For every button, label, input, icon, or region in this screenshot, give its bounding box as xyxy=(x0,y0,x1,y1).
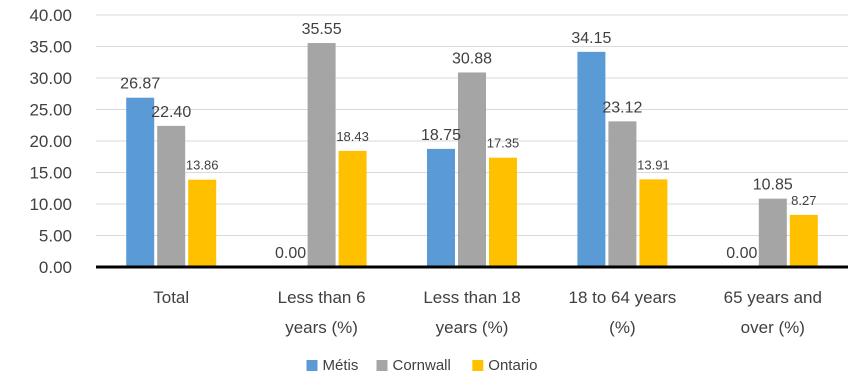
legend-swatch xyxy=(472,360,484,371)
bar-cornwall xyxy=(157,125,186,267)
x-tick-label: Less than 6 xyxy=(278,288,366,307)
legend-label: Ontario xyxy=(488,357,537,374)
bar-ontario xyxy=(338,150,367,267)
y-tick-label: 30.00 xyxy=(29,69,72,88)
y-tick-label: 20.00 xyxy=(29,132,72,151)
y-tick-label: 5.00 xyxy=(39,227,72,246)
bar-mtis xyxy=(427,148,455,267)
y-tick-label: 40.00 xyxy=(29,6,72,25)
data-label: 13.91 xyxy=(637,157,670,172)
data-labels: 26.87 22.40 13.86 0.00 35.55 18.43 18.75 30.88 1… xyxy=(120,21,816,262)
bar-cornwall xyxy=(608,121,637,268)
x-tick-label: 18 to 64 years xyxy=(569,288,677,307)
legend-swatch xyxy=(376,360,388,371)
data-label: 22.40 xyxy=(151,104,191,121)
category-labels: Total Less than 6 years (%) Less than 18 yea… xyxy=(153,288,822,337)
legend-label: Métis xyxy=(323,357,359,374)
data-label: 35.55 xyxy=(302,21,342,38)
bar-ontario xyxy=(789,214,818,267)
data-label: 34.15 xyxy=(571,30,611,47)
x-tick-label: Total xyxy=(153,288,189,307)
bar-ontario xyxy=(188,179,217,267)
data-label: 13.86 xyxy=(186,158,219,173)
y-tick-label: 10.00 xyxy=(29,195,72,214)
y-tick-label: 0.00 xyxy=(39,258,72,277)
data-label: 30.88 xyxy=(452,50,492,67)
data-label: 18.43 xyxy=(336,129,369,144)
data-label: 23.12 xyxy=(602,99,642,116)
x-tick-label: Less than 18 xyxy=(423,288,520,307)
bars xyxy=(126,43,818,268)
bar-cornwall xyxy=(758,198,787,267)
y-axis: 0.00 5.00 10.00 15.00 20.00 25.00 30.00 35.00 40… xyxy=(29,6,72,277)
data-label: 17.35 xyxy=(487,136,520,151)
legend: Métis Cornwall Ontario xyxy=(306,357,538,374)
x-tick-label: over (%) xyxy=(741,318,805,337)
data-label: 0.00 xyxy=(726,245,757,262)
x-tick-label: years (%) xyxy=(285,318,358,337)
bar-ontario xyxy=(489,157,517,267)
x-tick-label: 65 years and xyxy=(724,288,822,307)
y-tick-label: 25.00 xyxy=(29,101,72,120)
bar-mtis xyxy=(126,97,155,268)
bar-cornwall xyxy=(307,43,336,267)
data-label: 26.87 xyxy=(120,76,160,93)
data-label: 0.00 xyxy=(275,245,306,262)
data-label: 18.75 xyxy=(421,127,461,144)
x-tick-label: years (%) xyxy=(436,318,509,337)
x-tick-label: (%) xyxy=(609,318,635,337)
bar-ontario xyxy=(639,179,668,267)
bar-mtis xyxy=(577,51,606,268)
legend-label: Cornwall xyxy=(393,357,451,374)
y-tick-label: 15.00 xyxy=(29,164,72,183)
bar-cornwall xyxy=(458,72,486,268)
legend-swatch xyxy=(306,360,318,371)
data-label: 8.27 xyxy=(791,193,816,208)
y-tick-label: 35.00 xyxy=(29,38,72,57)
data-label: 10.85 xyxy=(753,177,793,194)
